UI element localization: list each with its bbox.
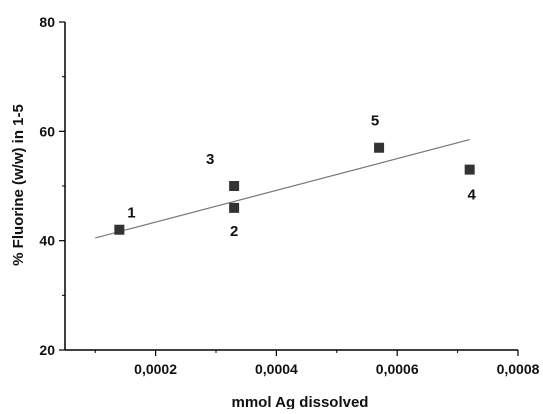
data-point-2 (229, 202, 240, 213)
point-label-1: 1 (127, 205, 135, 222)
point-label-2: 2 (230, 223, 238, 240)
x-tick-label: 0,0002 (134, 361, 177, 377)
x-axis-title: mmol Ag dissolved (232, 394, 369, 409)
point-label-4: 4 (468, 187, 477, 204)
data-point-5 (374, 142, 385, 153)
point-label-5: 5 (371, 113, 379, 130)
y-tick-label: 20 (39, 342, 55, 358)
data-point-3 (229, 181, 240, 191)
trend-line (95, 138, 470, 239)
point-label-3: 3 (206, 151, 214, 168)
data-point-1 (114, 224, 125, 235)
ticks: 20 40 60 80 0,0002 0,0004 0,0006 0,0008 (39, 14, 539, 377)
y-tick-label: 60 (39, 123, 55, 139)
point-labels: 1 2 3 4 5 (127, 113, 476, 240)
y-tick-label: 80 (39, 14, 55, 30)
data-point-4 (464, 164, 475, 175)
x-tick-label: 0,0004 (255, 361, 298, 377)
data-points (114, 142, 475, 235)
x-tick-label: 0,0006 (376, 361, 419, 377)
y-axis-title: % Fluorine (w/w) in 1-5 (10, 104, 27, 266)
y-tick-label: 40 (39, 233, 55, 249)
x-tick-label: 0,0008 (497, 361, 540, 377)
